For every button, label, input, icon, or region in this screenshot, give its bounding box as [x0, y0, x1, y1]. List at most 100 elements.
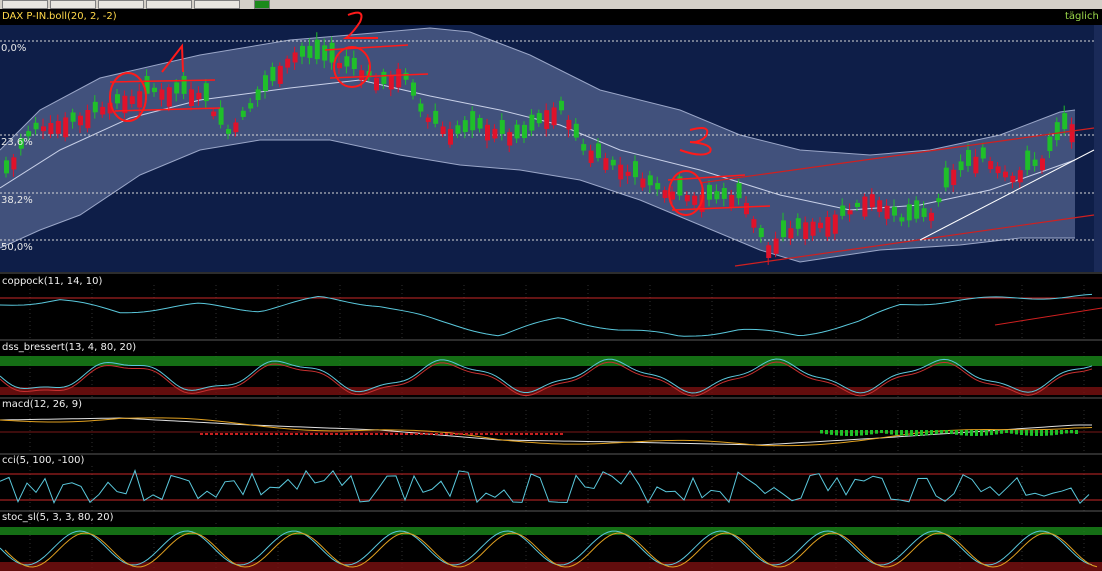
- candle-body: [285, 58, 291, 68]
- candle-body: [625, 171, 631, 176]
- macd-histogram-bar: [990, 430, 993, 436]
- candle-body: [433, 110, 439, 124]
- macd-histogram-bar: [310, 433, 313, 435]
- candle-body: [329, 42, 335, 63]
- candle-body: [507, 132, 513, 146]
- macd-histogram-bar: [1005, 430, 1008, 434]
- annotation-circle-2: [333, 46, 371, 88]
- macd-histogram-bar: [1060, 430, 1063, 435]
- coppock-trendline: [994, 307, 1102, 326]
- macd-histogram-bar: [955, 430, 958, 435]
- candle-body: [655, 183, 661, 190]
- stoc-overbought-zone: [0, 527, 1102, 535]
- candle-body: [640, 178, 646, 188]
- candle-body: [1054, 122, 1060, 141]
- candle-body: [522, 124, 527, 138]
- candle-body: [129, 96, 135, 105]
- candle-body: [144, 75, 150, 94]
- fib-level-label: 38,2%: [1, 195, 33, 206]
- candle-body: [966, 149, 971, 166]
- candle-body: [107, 102, 113, 114]
- toolbar-button[interactable]: [98, 0, 144, 9]
- candle-body: [448, 128, 453, 145]
- candle-body: [855, 202, 860, 207]
- candle-body: [388, 74, 394, 90]
- macd-histogram-bar: [995, 430, 998, 435]
- macd-histogram-bar: [1000, 430, 1003, 434]
- status-indicator-button[interactable]: [254, 0, 270, 9]
- candle-body: [1010, 175, 1016, 183]
- candle-body: [359, 70, 365, 81]
- candle-body: [351, 57, 357, 70]
- macd-histogram-bar: [550, 433, 553, 435]
- candle-body: [440, 126, 446, 135]
- candle-body: [751, 219, 757, 228]
- candle-body: [677, 176, 683, 196]
- candle-body: [670, 191, 675, 200]
- annotation-range-2: [324, 44, 429, 79]
- candle-body: [374, 77, 379, 91]
- candle-body: [4, 160, 9, 174]
- macd-histogram-bar: [1020, 430, 1023, 436]
- macd-histogram-bar: [980, 430, 983, 436]
- macd-histogram-bar: [855, 430, 858, 436]
- macd-histogram-bar: [885, 430, 888, 434]
- macd-histogram-bar: [1010, 430, 1013, 434]
- cci-panel-background: [0, 454, 1102, 511]
- trendline-lower: [734, 214, 1095, 267]
- bollinger-band: [0, 28, 1075, 262]
- candle-body: [255, 89, 261, 101]
- toolbar-button[interactable]: [146, 0, 192, 9]
- macd-histogram-bar: [450, 433, 453, 435]
- macd-histogram-bar: [895, 430, 898, 436]
- macd-histogram-bar: [825, 430, 828, 435]
- candle-body: [1040, 158, 1045, 171]
- macd-histogram-bar: [415, 433, 418, 435]
- macd-histogram-bar: [430, 433, 433, 435]
- macd-histogram-bar: [375, 433, 378, 435]
- trendline-upper: [699, 127, 1095, 184]
- candle-body: [559, 100, 564, 111]
- toolbar-button[interactable]: [194, 0, 240, 9]
- panel-label-dss: dss_bressert(13, 4, 80, 20): [2, 342, 137, 353]
- coppock-panel-background: [0, 273, 1102, 340]
- candle-body: [551, 107, 557, 126]
- candle-body: [892, 206, 897, 216]
- toolbar-button[interactable]: [2, 0, 48, 9]
- candle-body: [566, 119, 572, 130]
- candle-body: [662, 190, 668, 199]
- candle-body: [869, 194, 875, 208]
- candle-body: [196, 92, 202, 100]
- macd-histogram-bar: [210, 433, 213, 435]
- fib-level-label: 0,0%: [1, 43, 27, 54]
- panel-label-cci: cci(5, 100, -100): [2, 455, 85, 466]
- candle-body: [470, 111, 476, 131]
- candle-body: [233, 122, 239, 133]
- candle-body: [781, 220, 786, 238]
- candle-body: [647, 175, 653, 186]
- candle-body: [766, 245, 772, 258]
- macd-histogram-bar: [820, 430, 823, 434]
- candle-body: [1032, 159, 1038, 166]
- macd-histogram-bar: [840, 430, 843, 436]
- candle-body: [588, 150, 594, 163]
- fib-level-label: 23,6%: [1, 137, 33, 148]
- panel-label-stoc: stoc_sl(5, 3, 3, 80, 20): [2, 512, 114, 523]
- macd-histogram-bar: [530, 433, 533, 435]
- macd-histogram-bar: [540, 433, 543, 435]
- macd-histogram-bar: [935, 430, 938, 435]
- macd-histogram-bar: [1050, 430, 1053, 436]
- macd-histogram-bar: [970, 430, 973, 436]
- candle-body: [729, 194, 735, 207]
- macd-histogram-bar: [440, 433, 443, 435]
- macd-histogram-bar: [445, 433, 448, 435]
- candle-body: [1062, 113, 1068, 130]
- timeframe-label[interactable]: täglich: [1065, 11, 1099, 22]
- candle-body: [33, 122, 39, 130]
- macd-histogram-bar: [490, 433, 493, 435]
- candle-body: [832, 214, 838, 234]
- candle-body: [921, 208, 927, 217]
- indicator-label: boll(20, 2, -2): [49, 11, 117, 22]
- macd-histogram-bar: [220, 433, 223, 435]
- toolbar-button[interactable]: [50, 0, 96, 9]
